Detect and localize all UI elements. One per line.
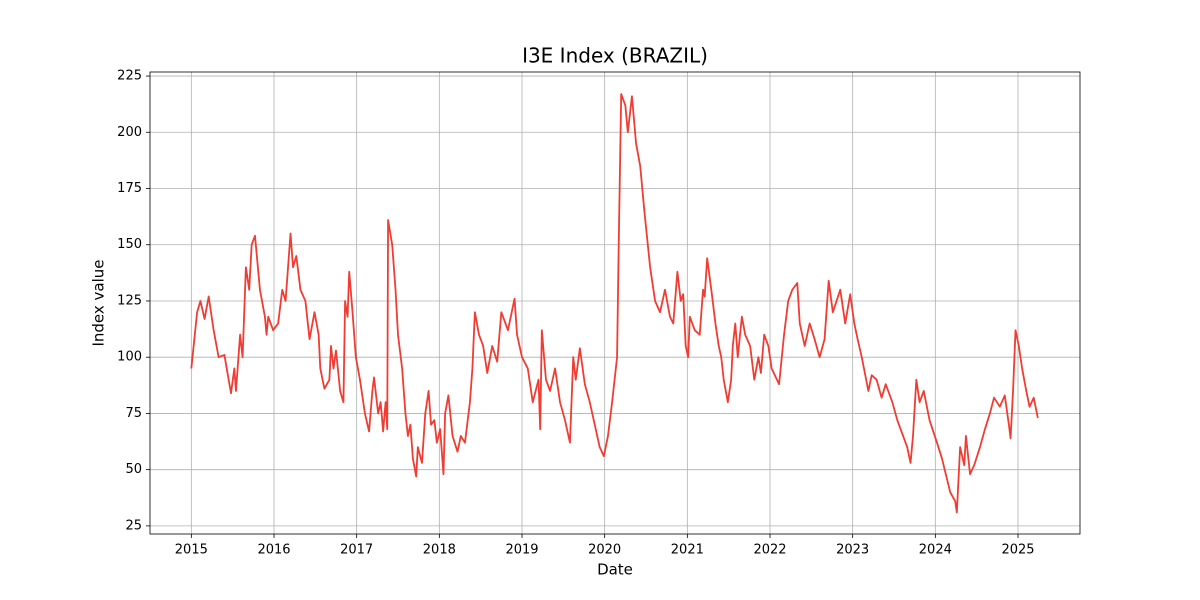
y-tick-label: 50 bbox=[125, 462, 142, 477]
x-tick-label: 2019 bbox=[505, 543, 538, 558]
x-tick-label: 2017 bbox=[340, 543, 373, 558]
x-tick-label: 2018 bbox=[423, 543, 456, 558]
y-tick-label: 175 bbox=[117, 181, 142, 196]
plot-frame bbox=[149, 71, 1081, 535]
y-tick-label: 75 bbox=[125, 406, 142, 421]
x-axis-label: Date bbox=[597, 561, 633, 579]
y-tick-label: 200 bbox=[117, 125, 142, 140]
x-tick-label: 2022 bbox=[753, 543, 786, 558]
y-tick-label: 100 bbox=[117, 350, 142, 365]
x-tick-label: 2021 bbox=[671, 543, 704, 558]
y-tick-label: 125 bbox=[117, 293, 142, 308]
y-tick-label: 150 bbox=[117, 237, 142, 252]
y-tick-label: 25 bbox=[125, 518, 142, 533]
x-tick-label: 2020 bbox=[588, 543, 621, 558]
x-tick-label: 2015 bbox=[175, 543, 208, 558]
x-tick-label: 2023 bbox=[836, 543, 869, 558]
y-tick-label: 225 bbox=[117, 69, 142, 84]
y-axis-label: Index value bbox=[90, 259, 108, 346]
x-tick-label: 2024 bbox=[919, 543, 952, 558]
x-tick-label: 2016 bbox=[257, 543, 290, 558]
x-tick-label: 2025 bbox=[1001, 543, 1034, 558]
data-line bbox=[190, 93, 1039, 514]
chart-title: I3E Index (BRAZIL) bbox=[522, 44, 708, 68]
